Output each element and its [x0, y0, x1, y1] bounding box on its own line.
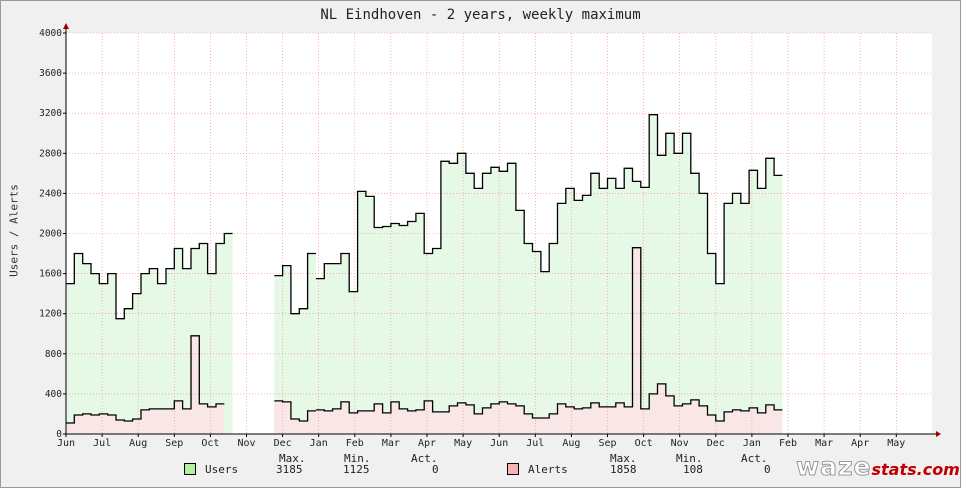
y-tick-label-2: 800 — [45, 349, 62, 360]
x-tick-label-1: Jul — [93, 438, 111, 449]
legend-users-act: 0 — [432, 463, 439, 476]
y-axis-arrow — [63, 23, 69, 29]
series-users-line-1 — [274, 252, 316, 315]
x-tick-label-8: Feb — [346, 438, 364, 449]
x-tick-label-7: Jan — [310, 438, 328, 449]
legend-alerts-max: 1858 — [610, 463, 637, 476]
wazestats-logo: wazestats.com — [795, 452, 960, 482]
x-axis-arrow — [936, 431, 941, 437]
x-tick-label-13: Jul — [526, 438, 544, 449]
legend-users-max: 3185 — [276, 463, 303, 476]
x-tick-label-21: Mar — [815, 438, 833, 449]
y-tick-label-9: 3600 — [39, 68, 62, 79]
y-tick-label-8: 3200 — [39, 108, 62, 119]
y-tick-label-7: 2800 — [39, 148, 62, 159]
logo-text-waze: waze — [795, 452, 872, 482]
series-alerts-line-2 — [315, 247, 783, 422]
legend-users-label: Users — [205, 463, 239, 476]
x-tick-label-0: Jun — [57, 438, 75, 449]
chart-title: NL Eindhoven - 2 years, weekly maximum — [320, 7, 641, 23]
series-alerts-line-1 — [274, 400, 316, 422]
series-alerts-area-1 — [274, 400, 316, 434]
y-tick-label-5: 2000 — [39, 229, 62, 240]
x-tick-label-19: Jan — [743, 438, 761, 449]
series-alerts-line-0 — [66, 335, 225, 424]
legend-alerts-swatch — [507, 463, 519, 475]
x-tick-label-16: Oct — [635, 438, 653, 449]
x-tick-label-15: Sep — [598, 438, 616, 449]
legend-alerts-min-header: Min. — [676, 452, 703, 465]
x-tick-label-23: May — [887, 438, 905, 449]
y-tick-label-0: 0 — [56, 429, 62, 440]
x-tick-label-6: Dec — [274, 438, 292, 449]
logo-text-stats: stats.com — [871, 460, 960, 479]
y-axis-label: Users / Alerts — [7, 184, 21, 277]
y-tick-label-6: 2400 — [39, 188, 62, 199]
legend-alerts-act-header: Act. — [741, 452, 768, 465]
legend-alerts-act: 0 — [764, 463, 771, 476]
legend-users-swatch — [184, 463, 196, 475]
x-tick-label-9: Mar — [382, 438, 400, 449]
legend-alerts-max-header: Max. — [610, 452, 637, 465]
x-tick-label-3: Sep — [165, 438, 183, 449]
legend-users-min-header: Min. — [344, 452, 371, 465]
x-tick-label-5: Nov — [237, 438, 255, 449]
x-tick-label-22: Apr — [851, 438, 869, 449]
legend-alerts-min: 108 — [683, 463, 703, 476]
series-users-line-2 — [315, 114, 783, 293]
series-users-area-2 — [315, 114, 783, 434]
x-tick-label-18: Dec — [707, 438, 725, 449]
legend-users-max-header: Max. — [279, 452, 306, 465]
y-tick-label-4: 1600 — [39, 269, 62, 280]
legend-users-act-header: Act. — [411, 452, 438, 465]
x-tick-label-20: Feb — [779, 438, 797, 449]
x-tick-label-12: Jun — [490, 438, 508, 449]
y-tick-label-10: 4000 — [39, 28, 62, 39]
x-tick-label-2: Aug — [129, 438, 147, 449]
y-tick-label-3: 1200 — [39, 309, 62, 320]
x-tick-label-17: Nov — [671, 438, 689, 449]
x-tick-label-10: Apr — [418, 438, 436, 449]
x-tick-label-11: May — [454, 438, 472, 449]
legend-alerts-label: Alerts — [528, 463, 568, 476]
legend-users-min: 1125 — [343, 463, 370, 476]
x-tick-label-4: Oct — [201, 438, 219, 449]
x-tick-label-14: Aug — [562, 438, 580, 449]
y-tick-label-1: 400 — [45, 389, 62, 400]
series-users-area-1 — [274, 253, 316, 434]
series-users-line-0 — [66, 232, 233, 320]
